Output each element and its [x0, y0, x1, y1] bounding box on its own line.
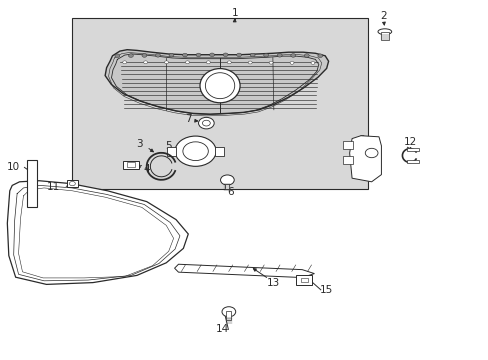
Text: 3: 3: [136, 139, 142, 149]
Circle shape: [250, 53, 255, 57]
Circle shape: [115, 54, 120, 58]
Bar: [343, 141, 352, 149]
Ellipse shape: [200, 68, 240, 103]
Circle shape: [128, 54, 133, 57]
Bar: [72, 18, 367, 189]
Circle shape: [220, 175, 234, 185]
Circle shape: [268, 61, 272, 64]
Text: 14: 14: [215, 324, 229, 334]
Polygon shape: [7, 181, 188, 284]
Circle shape: [310, 62, 314, 64]
Circle shape: [304, 54, 308, 57]
Bar: [407, 160, 418, 163]
Bar: [127, 162, 135, 167]
Circle shape: [290, 54, 295, 57]
Bar: [300, 278, 307, 282]
Circle shape: [365, 148, 377, 158]
Text: 10: 10: [7, 162, 20, 172]
Circle shape: [317, 54, 322, 58]
Circle shape: [185, 61, 189, 64]
Circle shape: [248, 61, 252, 64]
Bar: [215, 147, 224, 156]
Bar: [343, 156, 352, 164]
Circle shape: [143, 61, 147, 64]
Bar: [226, 311, 231, 320]
Bar: [167, 147, 176, 156]
Circle shape: [164, 61, 168, 64]
Circle shape: [223, 53, 227, 57]
Text: 9: 9: [367, 161, 374, 171]
Bar: [296, 275, 311, 285]
Text: 15: 15: [319, 285, 333, 295]
Circle shape: [122, 61, 126, 64]
Bar: [407, 148, 418, 151]
Bar: [380, 32, 388, 40]
Circle shape: [183, 142, 208, 161]
Circle shape: [263, 53, 268, 57]
Circle shape: [202, 120, 210, 126]
Bar: [225, 184, 229, 189]
Bar: [123, 161, 139, 169]
Ellipse shape: [377, 29, 391, 35]
Circle shape: [182, 53, 187, 57]
Circle shape: [69, 181, 75, 186]
Text: 13: 13: [266, 278, 280, 288]
Circle shape: [142, 54, 146, 57]
Polygon shape: [349, 136, 381, 182]
Text: 6: 6: [227, 186, 234, 197]
Text: 1: 1: [231, 8, 238, 18]
Circle shape: [209, 53, 214, 57]
Circle shape: [169, 53, 174, 57]
Text: 12: 12: [403, 137, 417, 147]
Text: 8: 8: [358, 135, 365, 145]
Bar: [66, 180, 78, 187]
Circle shape: [227, 61, 231, 64]
Circle shape: [198, 117, 214, 129]
Circle shape: [196, 53, 201, 57]
Circle shape: [222, 307, 235, 317]
Bar: [27, 160, 37, 207]
Ellipse shape: [205, 73, 234, 99]
Polygon shape: [105, 50, 328, 114]
Text: 2: 2: [380, 11, 386, 21]
Circle shape: [277, 54, 282, 57]
Circle shape: [236, 53, 241, 57]
Circle shape: [289, 61, 293, 64]
Circle shape: [206, 61, 210, 64]
Circle shape: [175, 136, 216, 166]
Text: 4: 4: [143, 164, 150, 174]
Circle shape: [155, 54, 160, 57]
Polygon shape: [174, 264, 314, 278]
Text: 11: 11: [47, 182, 61, 192]
Text: 5: 5: [165, 141, 172, 151]
Text: 7: 7: [184, 114, 191, 124]
